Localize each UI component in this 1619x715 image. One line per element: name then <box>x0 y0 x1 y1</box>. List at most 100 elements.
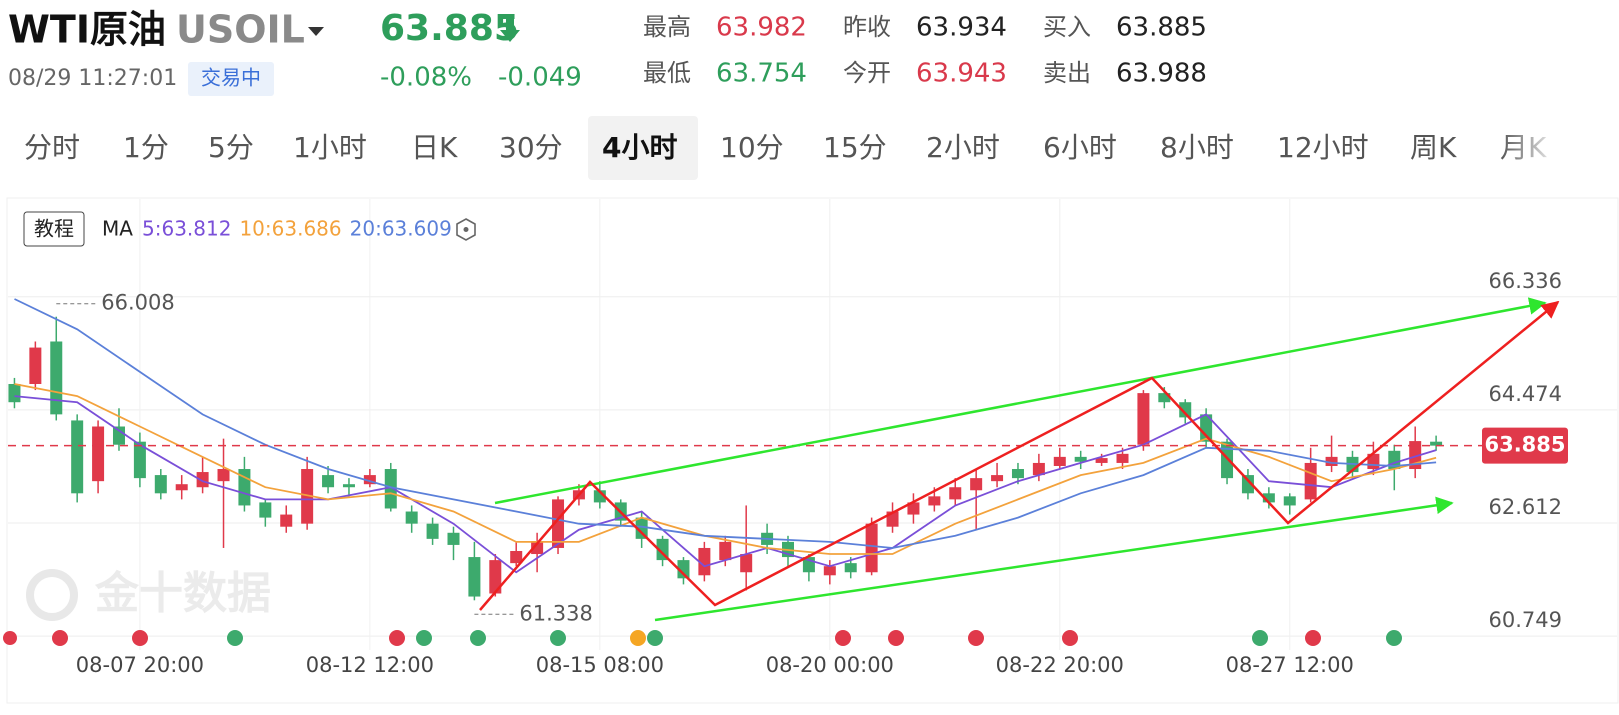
legend-entry: 20:63.609 <box>350 217 452 241</box>
candle-body <box>1011 469 1024 479</box>
event-dot[interactable] <box>550 630 566 646</box>
candle-body <box>405 511 418 524</box>
quote-time: 08/29 11:27:01 <box>8 66 177 91</box>
settings-icon[interactable] <box>456 218 476 241</box>
period-tab[interactable]: 6小时 <box>1043 131 1117 164</box>
candle-body <box>1262 493 1275 503</box>
chart-panel <box>6 197 1619 704</box>
period-tab[interactable]: 分时 <box>24 131 80 164</box>
symbol-dropdown[interactable] <box>308 27 324 36</box>
event-dot[interactable] <box>1252 630 1268 646</box>
y-tick-label: 62.612 <box>1489 495 1562 519</box>
candle-body <box>1325 456 1338 466</box>
stat-value: 63.934 <box>916 13 1007 43</box>
event-dot[interactable] <box>647 630 663 646</box>
period-tab[interactable]: 30分 <box>499 131 563 164</box>
candle-body <box>698 547 711 576</box>
event-dot[interactable] <box>1305 630 1321 646</box>
min-label: 61.338 <box>519 601 592 625</box>
ma-legend: 5:63.812 10:63.686 20:63.609 <box>142 217 452 241</box>
candle-body <box>970 478 983 491</box>
settings-icon-dot <box>463 227 469 232</box>
event-dot[interactable] <box>416 630 432 646</box>
period-tab[interactable]: 1小时 <box>293 131 367 164</box>
stat-label: 今开 <box>843 59 891 87</box>
period-tab[interactable]: 4小时 <box>602 131 677 164</box>
period-tab[interactable]: 15分 <box>823 131 887 164</box>
candle-body <box>384 469 397 509</box>
event-dot[interactable] <box>52 630 68 646</box>
event-dot[interactable] <box>470 630 486 646</box>
candle-body <box>301 469 314 524</box>
watermark-text: 金十数据 <box>94 568 271 619</box>
event-dot[interactable] <box>132 630 148 646</box>
status-text: 交易中 <box>201 66 261 90</box>
x-tick-label: 08-07 20:00 <box>76 653 204 677</box>
candle-body <box>1053 456 1066 466</box>
period-tab[interactable]: 10分 <box>720 131 784 164</box>
tutorial-button[interactable] <box>23 211 85 247</box>
event-dot[interactable] <box>968 630 984 646</box>
candle-body <box>1158 393 1171 403</box>
candle-body <box>1095 458 1108 463</box>
event-dot[interactable] <box>835 630 851 646</box>
candle-body <box>1137 393 1150 445</box>
ma-line <box>14 395 1437 574</box>
candle-body <box>489 560 502 594</box>
event-dot[interactable] <box>389 630 405 646</box>
max-label: 66.008 <box>101 291 174 315</box>
ma-label: MA <box>102 217 133 241</box>
stat-value: 63.943 <box>916 59 1007 89</box>
event-dot[interactable] <box>1062 630 1078 646</box>
instrument-name: WTI原油 <box>8 8 166 52</box>
status-badge <box>188 62 274 96</box>
candle-body <box>363 475 376 485</box>
candle-body <box>740 554 753 573</box>
event-dot[interactable] <box>1386 630 1402 646</box>
period-tab[interactable]: 12小时 <box>1277 131 1369 164</box>
event-dot[interactable] <box>227 630 243 646</box>
legend-entry: 5:63.812 <box>142 217 231 241</box>
candle-body <box>1116 453 1129 463</box>
candle-body <box>29 347 42 384</box>
candle-body <box>468 557 481 597</box>
period-tab[interactable]: 1分 <box>123 131 169 164</box>
candle-body <box>280 514 293 527</box>
period-tab[interactable]: 5分 <box>208 131 254 164</box>
event-dot[interactable] <box>888 630 904 646</box>
active-tab-bg <box>588 116 698 180</box>
event-markers[interactable] <box>3 630 1402 646</box>
change-pct: -0.08% <box>380 63 472 93</box>
x-tick-label: 08-22 20:00 <box>996 653 1124 677</box>
stat-value: 63.754 <box>716 59 807 89</box>
candle-body <box>552 499 565 548</box>
change: -0.049 <box>498 63 582 93</box>
candle-body <box>635 517 648 539</box>
zigzag-line <box>479 300 1560 611</box>
candle-body <box>531 541 544 555</box>
event-dot[interactable] <box>3 631 17 645</box>
candle-body <box>175 484 188 491</box>
down-arrow <box>500 16 520 42</box>
stat-label: 昨收 <box>843 13 891 41</box>
lower-channel-line <box>654 496 1454 622</box>
event-dot[interactable] <box>630 630 646 646</box>
candle-body <box>907 502 920 515</box>
period-tab[interactable]: 2小时 <box>926 131 1000 164</box>
candle-body <box>677 560 690 579</box>
candle-body <box>50 341 63 415</box>
current-price-label: 63.885 <box>1484 433 1565 457</box>
tutorial-label[interactable]: 教程 <box>34 217 74 241</box>
candle-body <box>154 475 167 494</box>
period-tab[interactable]: 8小时 <box>1160 131 1234 164</box>
period-tab[interactable]: 周K <box>1410 131 1457 164</box>
ma-line <box>14 383 1437 555</box>
candle-body <box>719 541 732 561</box>
stat-label: 买入 <box>1043 13 1091 41</box>
candle-body <box>8 383 21 403</box>
period-tab[interactable]: 日K <box>411 131 458 164</box>
upper-channel-line <box>494 297 1547 505</box>
candle-body <box>1304 462 1317 500</box>
